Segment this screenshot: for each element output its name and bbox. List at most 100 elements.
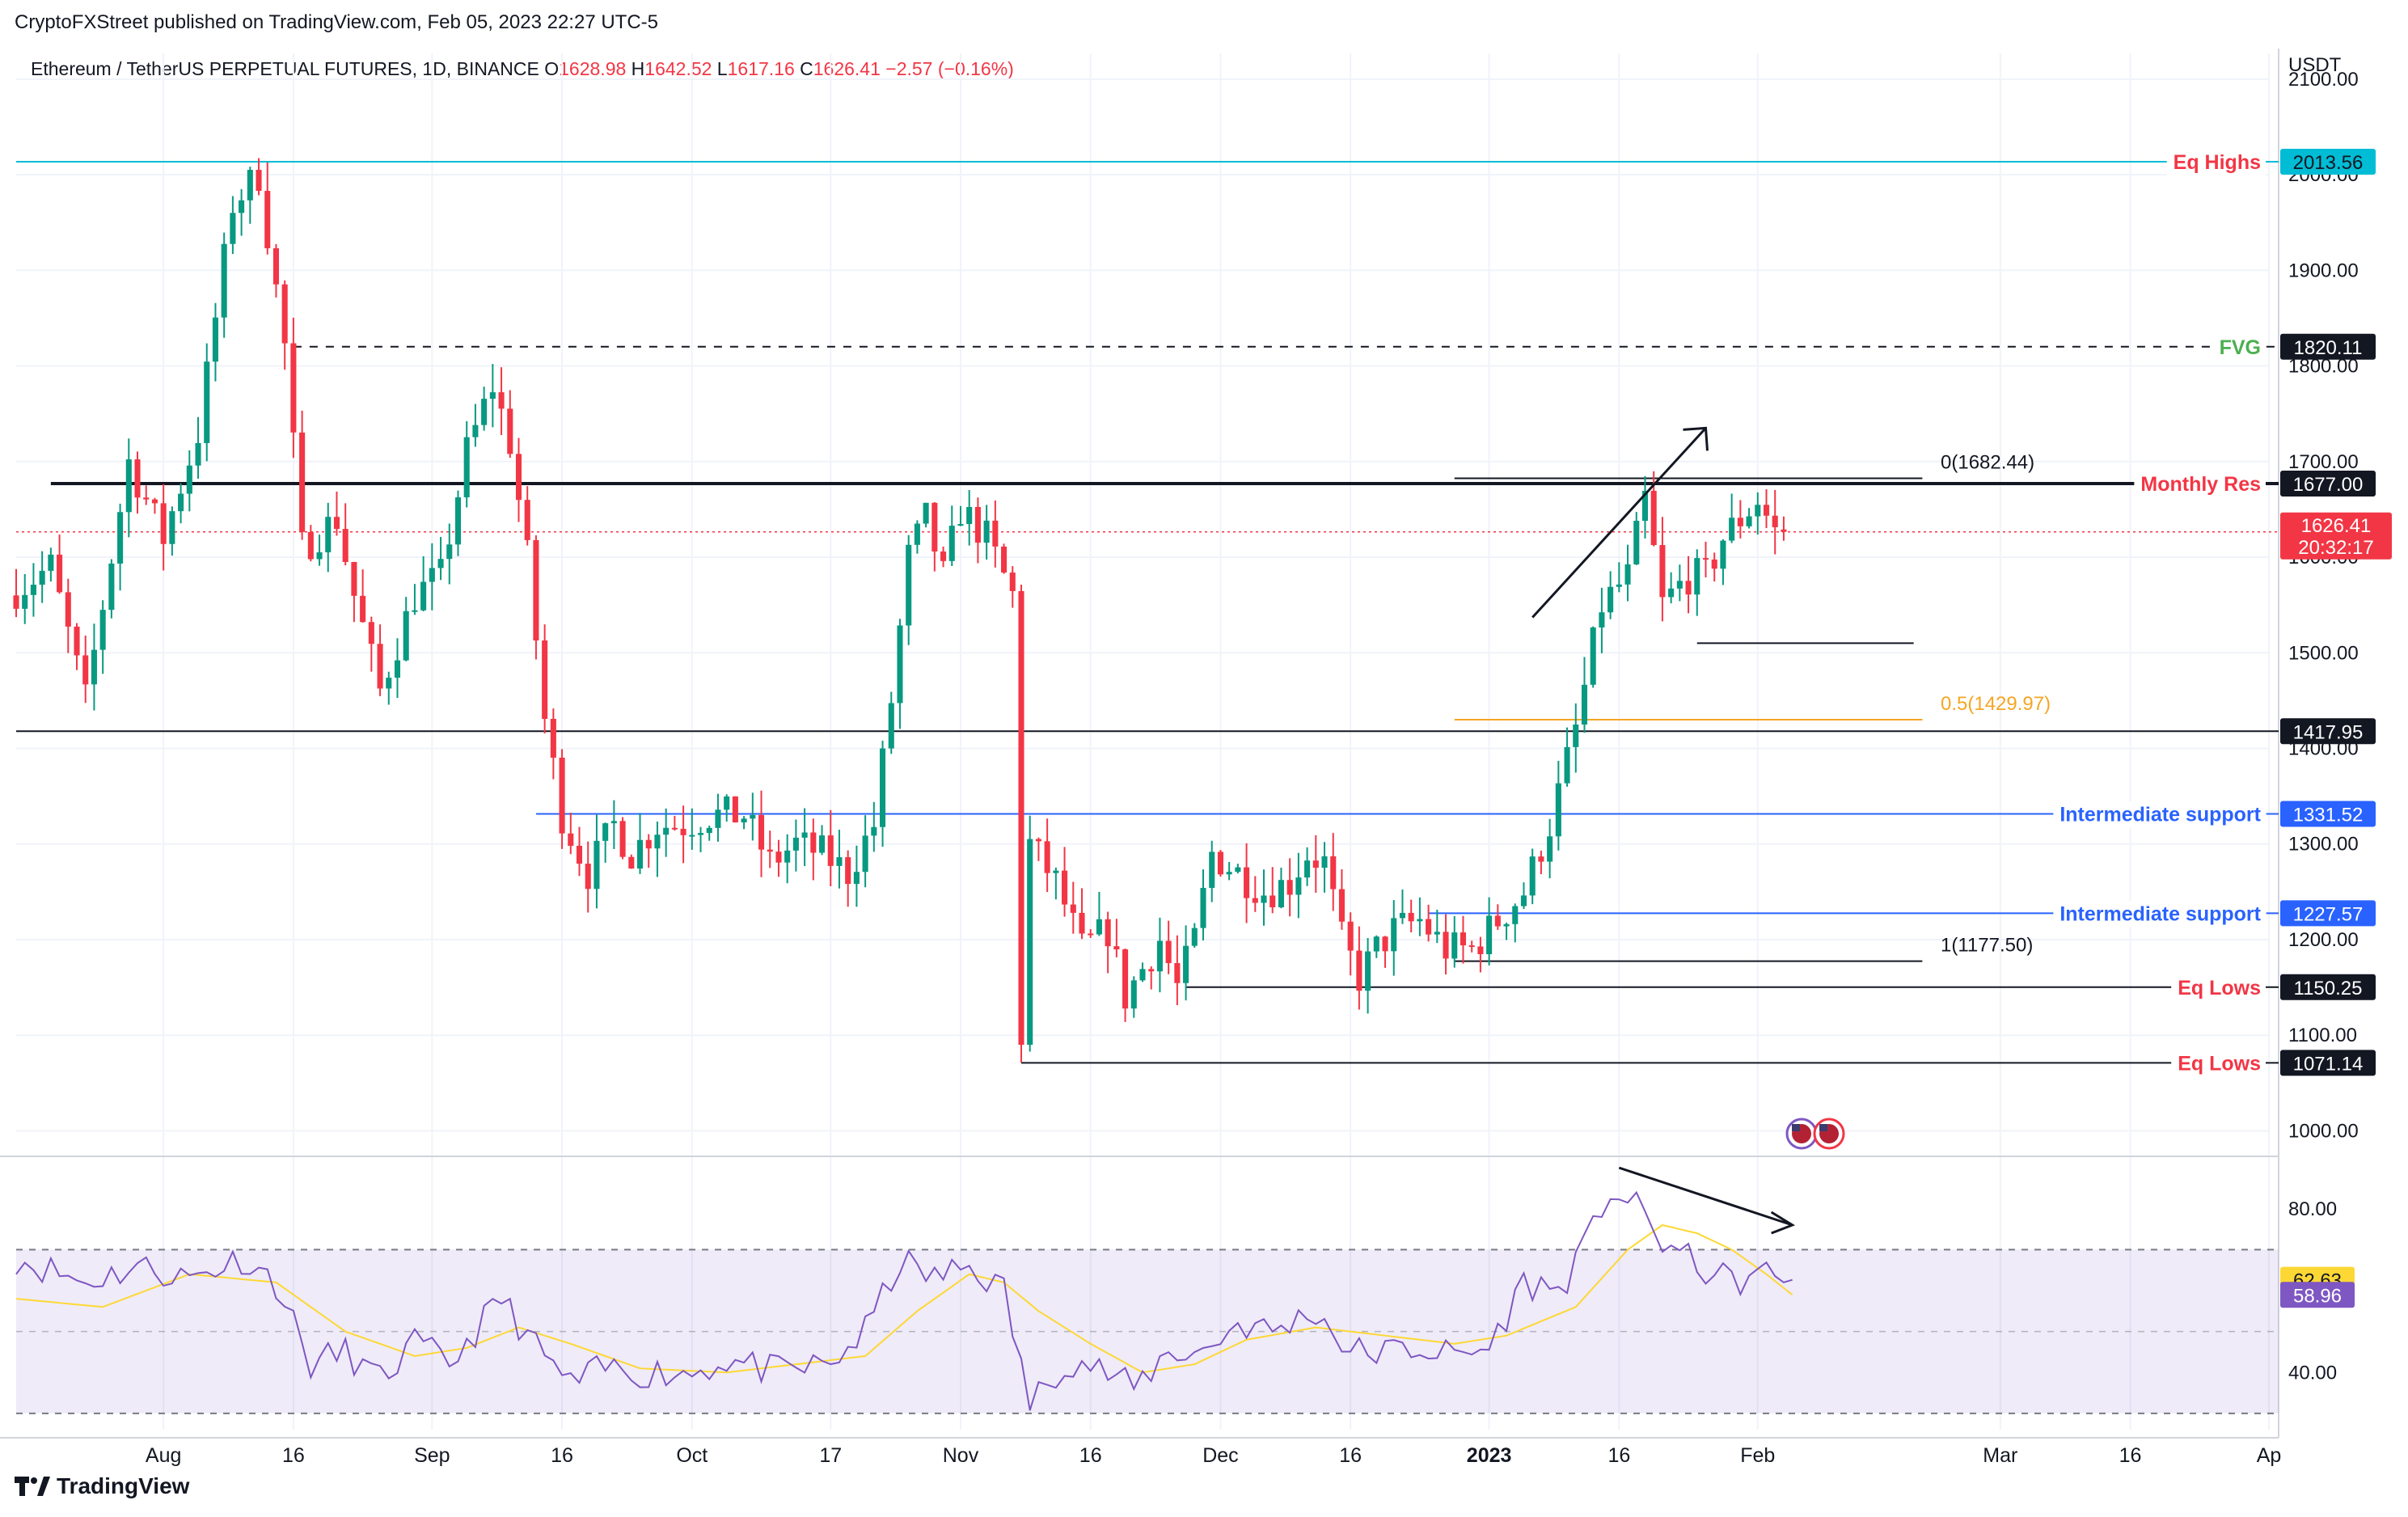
currency-label: USDT — [2288, 54, 2342, 76]
candle-body — [992, 520, 999, 547]
level-price-badge-text: 1227.57 — [2293, 903, 2364, 925]
candle-body — [932, 502, 938, 552]
level-label-bg — [2171, 1050, 2266, 1077]
candle-body — [195, 442, 201, 466]
candle-body — [1399, 912, 1405, 919]
candle-body — [454, 497, 462, 545]
candle-body — [316, 552, 323, 560]
level-price-badge-text: 1150.25 — [2294, 978, 2363, 999]
level-price-badge-text: 1331.52 — [2293, 804, 2364, 826]
candle-body — [1641, 490, 1649, 522]
candle-body — [906, 544, 912, 626]
candle-body — [498, 392, 505, 409]
candle-body — [610, 821, 617, 824]
level-price-badge — [2280, 470, 2376, 497]
time-tick-label: Feb — [1740, 1444, 1775, 1467]
candle-body — [1451, 932, 1458, 959]
candle-body — [57, 554, 63, 593]
candle-body — [594, 840, 600, 889]
candle-body — [1070, 904, 1076, 913]
candle-body — [1711, 559, 1717, 569]
ohlc-value-o: 1628.98 — [559, 58, 627, 79]
level-label-bg — [2171, 974, 2266, 1001]
candle-body — [680, 828, 686, 835]
candle-body — [377, 644, 383, 689]
candle-body — [117, 512, 124, 564]
candle-body — [1330, 856, 1337, 889]
time-tick-label: 2023 — [1467, 1444, 1512, 1467]
ohlc-key-c: C — [794, 58, 813, 79]
candle-body — [1018, 590, 1024, 1045]
rsi-divergence-arrow-head — [1770, 1211, 1796, 1235]
level-price-badge — [2280, 900, 2376, 927]
level-price-badge — [2280, 801, 2376, 827]
candle-body — [446, 544, 453, 560]
candle-body — [775, 851, 782, 863]
candle-body — [559, 757, 565, 834]
ohlc-key-l: L — [712, 58, 728, 79]
candle-body — [1321, 856, 1328, 868]
candle-body — [1139, 969, 1146, 981]
candle-body — [1590, 627, 1596, 685]
candle-body — [386, 678, 392, 689]
candle-body — [1286, 880, 1293, 895]
time-tick-label: Mar — [1983, 1444, 2017, 1467]
level-price-badge-text: 1820.11 — [2294, 337, 2363, 359]
candle-body — [792, 837, 799, 851]
time-tick-label: 16 — [551, 1444, 573, 1467]
candle-body — [403, 611, 409, 661]
candle-body — [1252, 898, 1258, 903]
candle-body — [732, 796, 738, 823]
level-label: Eq Lows — [2178, 1052, 2261, 1075]
candle-body — [82, 655, 89, 685]
candle-body — [801, 832, 808, 838]
candle-body — [1685, 581, 1692, 595]
candle-body — [1772, 515, 1778, 527]
candle-body — [1105, 919, 1111, 947]
level-label: Eq Lows — [2178, 977, 2261, 999]
candle-body — [151, 499, 158, 504]
candle-body — [1503, 923, 1510, 927]
time-tick-label: Aug — [146, 1444, 181, 1467]
candle-body — [1338, 889, 1345, 922]
candle-body — [871, 826, 877, 836]
rsi-badge — [2280, 1282, 2355, 1308]
candle-body — [1616, 584, 1622, 587]
candle-body — [1486, 915, 1493, 955]
candle-body — [1702, 558, 1709, 560]
current-price-badge — [2280, 512, 2392, 560]
candle-body — [247, 170, 253, 201]
candle-body — [1130, 980, 1137, 1009]
candle-body — [1573, 724, 1579, 747]
candle-body — [437, 559, 444, 568]
candle-body — [134, 459, 141, 498]
countdown-timer: 20:32:17 — [2298, 537, 2373, 559]
price-tick-label: 1700.00 — [2288, 451, 2359, 473]
level-label-bg — [2053, 801, 2266, 828]
candle-body — [1235, 867, 1241, 873]
candle-body — [818, 835, 826, 853]
level-label-bg — [2053, 901, 2266, 928]
level-label-bg — [2166, 150, 2266, 176]
candle-body — [1650, 490, 1657, 546]
candle-body — [91, 649, 97, 685]
candle-body — [836, 857, 843, 866]
candle-body — [1200, 888, 1206, 928]
candle-body — [845, 857, 851, 885]
candle-body — [1122, 949, 1129, 1009]
us-flag-canton — [1792, 1124, 1800, 1131]
candle-body — [472, 425, 479, 437]
level-label: Intermediate support — [2059, 803, 2261, 826]
candle-body — [1555, 783, 1561, 837]
candle-body — [1304, 860, 1311, 878]
time-tick-label: Oct — [676, 1444, 708, 1467]
rsi-badge-text: 58.96 — [2293, 1285, 2342, 1307]
symbol-legend: Ethereum / TetherUS PERPETUAL FUTURES, 1… — [31, 58, 1014, 80]
level-price-badge — [2280, 974, 2376, 1000]
candle-body — [1373, 936, 1379, 952]
candle-body — [1659, 545, 1666, 598]
candle-body — [880, 748, 886, 827]
time-tick-label: 16 — [1607, 1444, 1630, 1467]
candle-body — [125, 459, 132, 513]
